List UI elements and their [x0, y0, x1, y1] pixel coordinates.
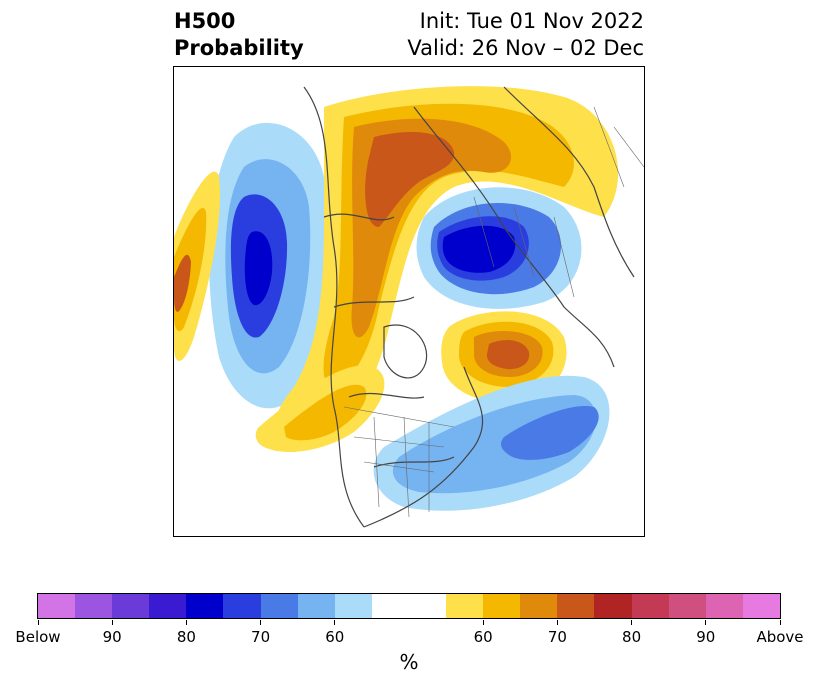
- colorbar-swatch: [149, 594, 187, 618]
- colorbar-tick: [334, 620, 336, 625]
- anomaly-northeast-pacific-below: [209, 122, 333, 409]
- colorbar-tick-label: Above: [756, 628, 804, 646]
- colorbar-swatch: [742, 594, 780, 618]
- colorbar-swatch: [371, 594, 409, 618]
- colorbar-tick-label: 60: [473, 628, 493, 646]
- colorbar-tick: [631, 620, 633, 625]
- colorbar-swatch: [483, 594, 521, 618]
- colorbar-tick-label: 60: [325, 628, 345, 646]
- colorbar-swatch: [668, 594, 706, 618]
- anomaly-canada-above: [273, 86, 619, 452]
- colorbar-swatch: [112, 594, 150, 618]
- anomaly-siberia-below: [416, 187, 582, 309]
- init-date: Init: Tue 01 Nov 2022: [419, 9, 644, 33]
- colorbar-swatch: [446, 594, 484, 618]
- colorbar-tick: [260, 620, 262, 625]
- colorbar-swatch: [334, 594, 372, 618]
- colorbar-swatch: [260, 594, 298, 618]
- colorbar-tick: [111, 620, 113, 625]
- colorbar-tick: [705, 620, 707, 625]
- colorbar-swatch: [705, 594, 743, 618]
- colorbar-swatch: [297, 594, 335, 618]
- map-canvas: [174, 86, 644, 528]
- coastlines: [303, 86, 635, 528]
- colorbar-swatch: [557, 594, 595, 618]
- title-variable: H500: [174, 9, 236, 33]
- colorbar-tick-label: 90: [102, 628, 122, 646]
- colorbar-tick-label: Below: [15, 628, 61, 646]
- colorbar-tick: [482, 620, 484, 625]
- colorbar-tick-label: 70: [547, 628, 567, 646]
- valid-range: Valid: 26 Nov – 02 Dec: [407, 36, 644, 60]
- colorbar-tick-label: 80: [622, 628, 642, 646]
- colorbar-swatch: [38, 594, 76, 618]
- colorbar-tick-label: 90: [696, 628, 716, 646]
- political-borders: [343, 106, 644, 518]
- anomaly-central-atlantic-below: [373, 375, 610, 511]
- colorbar-swatch: [223, 594, 261, 618]
- anomaly-western-edge-above: [174, 171, 220, 361]
- colorbar-swatch: [594, 594, 632, 618]
- colorbar-swatch: [408, 594, 447, 618]
- colorbar-swatch: [520, 594, 558, 618]
- colorbar-tick: [779, 620, 781, 625]
- colorbar-tick: [37, 620, 39, 625]
- anomaly-east-us-above: [255, 365, 385, 452]
- colorbar-swatch: [186, 594, 224, 618]
- title-product: Probability: [174, 36, 304, 60]
- colorbar-swatch: [631, 594, 669, 618]
- colorbar-unit: %: [399, 650, 419, 674]
- colorbar-tick: [556, 620, 558, 625]
- map-dates: Init: Tue 01 Nov 2022 Valid: 26 Nov – 02…: [407, 8, 644, 62]
- colorbar: [37, 593, 781, 619]
- colorbar-swatch: [75, 594, 113, 618]
- probability-map: [173, 66, 645, 537]
- colorbar-tick-label: 70: [251, 628, 271, 646]
- colorbar-tick: [185, 620, 187, 625]
- map-title: H500 Probability: [174, 8, 304, 62]
- colorbar-tick-label: 80: [176, 628, 196, 646]
